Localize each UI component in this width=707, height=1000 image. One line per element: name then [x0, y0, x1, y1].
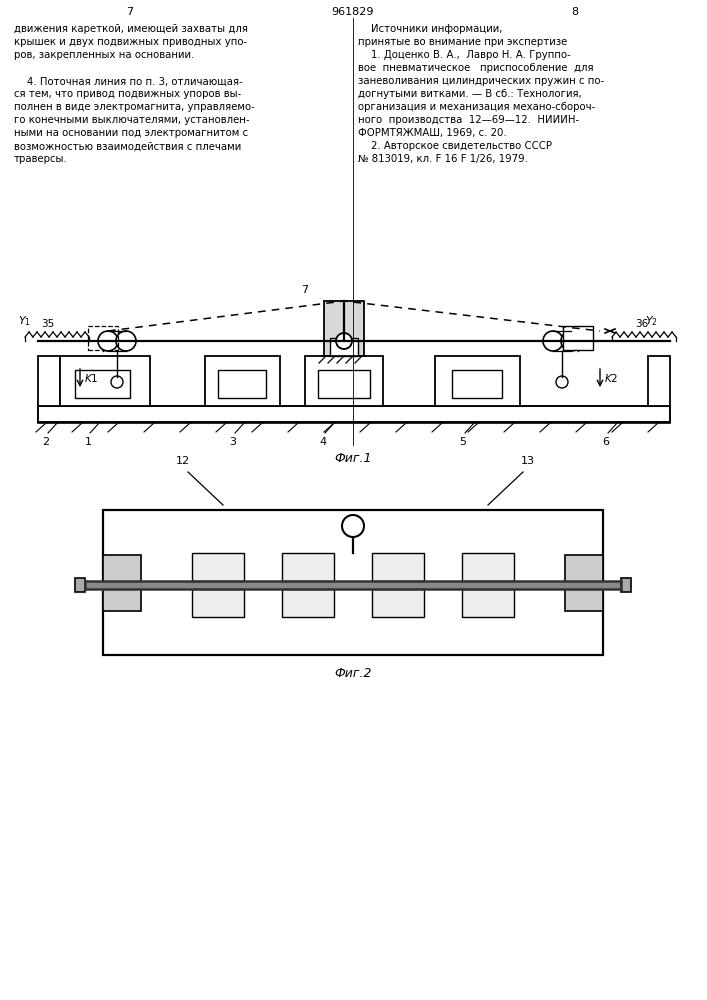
- Text: движения кареткой, имеющей захваты для
крышек и двух подвижных приводных упо-
ро: движения кареткой, имеющей захваты для к…: [14, 24, 255, 164]
- Text: 35: 35: [41, 319, 54, 329]
- Bar: [192, 589, 244, 617]
- Bar: [75, 578, 85, 592]
- Circle shape: [543, 331, 563, 351]
- Circle shape: [561, 331, 581, 351]
- Text: Фиг.1: Фиг.1: [334, 452, 372, 465]
- Bar: [218, 370, 266, 398]
- Text: $K2$: $K2$: [604, 372, 619, 384]
- Bar: [282, 553, 334, 581]
- Text: Источники информации,
принятые во внимание при экспертизе
    1. Доценко В. А., : Источники информации, принятые во вниман…: [358, 24, 604, 164]
- Bar: [305, 356, 383, 406]
- Text: 12: 12: [176, 456, 190, 466]
- Bar: [462, 589, 514, 617]
- Bar: [85, 581, 621, 589]
- Text: $K1$: $K1$: [84, 372, 98, 384]
- Circle shape: [342, 515, 364, 537]
- Text: $Y_2$: $Y_2$: [645, 314, 658, 328]
- Bar: [372, 589, 424, 617]
- Text: 1: 1: [85, 437, 91, 447]
- Bar: [60, 356, 150, 406]
- Text: 5: 5: [460, 437, 467, 447]
- Bar: [435, 356, 520, 406]
- Text: 961829: 961829: [332, 7, 374, 17]
- Bar: [88, 326, 118, 350]
- Text: Фиг.2: Фиг.2: [334, 667, 372, 680]
- Bar: [38, 406, 670, 422]
- Bar: [565, 555, 603, 611]
- Bar: [38, 356, 60, 406]
- Bar: [621, 578, 631, 592]
- Bar: [452, 370, 502, 398]
- Bar: [103, 510, 603, 655]
- Bar: [103, 555, 141, 611]
- Bar: [330, 338, 358, 356]
- Circle shape: [336, 333, 352, 349]
- Bar: [205, 356, 280, 406]
- Bar: [75, 370, 130, 398]
- Circle shape: [111, 376, 123, 388]
- Bar: [282, 589, 334, 617]
- Bar: [324, 301, 364, 356]
- Bar: [563, 326, 593, 350]
- Text: 8: 8: [571, 7, 578, 17]
- Bar: [372, 553, 424, 581]
- Circle shape: [116, 331, 136, 351]
- Text: 7: 7: [127, 7, 134, 17]
- Text: 7: 7: [301, 285, 308, 295]
- Bar: [192, 553, 244, 581]
- Text: 36: 36: [635, 319, 648, 329]
- Text: 4: 4: [320, 437, 327, 447]
- Bar: [648, 356, 670, 406]
- Circle shape: [98, 331, 118, 351]
- Text: 3: 3: [230, 437, 237, 447]
- Text: 2: 2: [42, 437, 49, 447]
- Text: 13: 13: [521, 456, 535, 466]
- Text: 6: 6: [602, 437, 609, 447]
- Bar: [318, 370, 370, 398]
- Text: $Y_1$: $Y_1$: [18, 314, 31, 328]
- Bar: [462, 553, 514, 581]
- Circle shape: [556, 376, 568, 388]
